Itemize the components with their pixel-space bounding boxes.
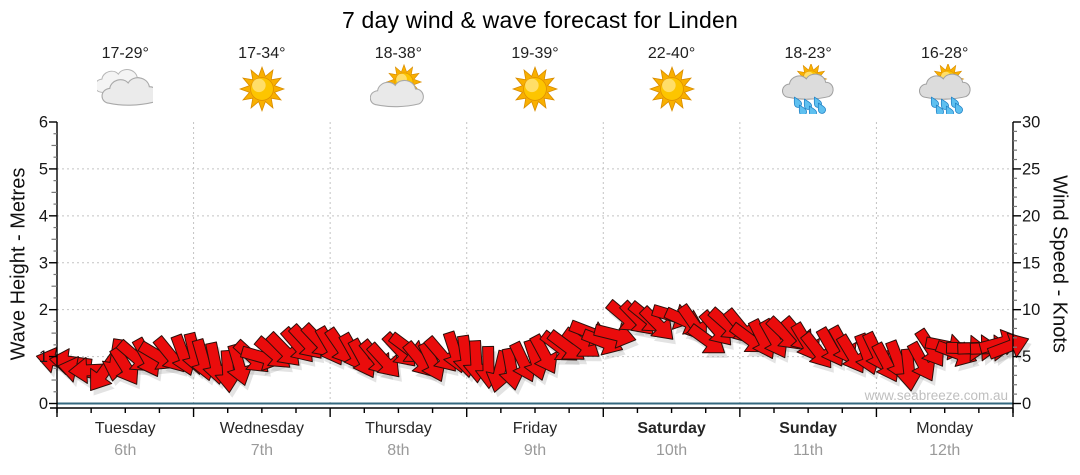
sunny-icon [511,65,559,113]
sunny-icon [238,65,285,113]
left-tick-label: 3 [39,254,48,272]
sun-shape [238,65,285,113]
date-label: 8th [387,442,409,459]
date-label: 12th [929,442,960,459]
cloud-shape [370,79,425,108]
day-temp-range: 22-40° [647,45,696,62]
sun-shape [648,65,695,113]
day-label: Monday [916,420,973,437]
wind-arrow [638,305,674,340]
watermark: www.seabreeze.com.au [864,388,1008,403]
wind-arrow [366,341,400,378]
day-temp-range: 18-23° [784,45,832,62]
raindrop-shape [818,102,827,114]
sun-cloud-rain-icon [782,64,834,114]
left-tick-label: 6 [39,114,48,132]
wind-arrow [529,333,558,374]
day-label: Wednesday [220,420,304,437]
day-label: Saturday [637,420,706,437]
day-label: Thursday [365,420,432,437]
left-tick-label: 1 [39,348,48,366]
cloudy-icon [97,69,154,106]
day-temp-range: 16-28° [921,45,969,62]
wind-arrow [906,340,936,382]
axis-labels: 0 1 2 3 4 5 6 0 5 10 15 20 25 30 Tuesday 6th Wednesday 7t… [39,114,1041,460]
date-label: 6th [114,442,136,459]
cloud-shape [782,73,834,100]
right-tick-label: 5 [1022,348,1031,366]
right-tick-label: 25 [1022,160,1040,178]
right-tick-label: 20 [1022,207,1040,225]
raindrop-shape [945,105,954,114]
date-label: 11th [793,442,823,459]
raindrop-shape [935,104,944,114]
date-label: 9th [524,442,546,459]
wind-arrow [800,330,832,369]
left-tick-label: 2 [39,301,48,319]
page-title: 7 day wind & wave forecast for Linden [341,7,739,33]
day-label: Tuesday [95,420,156,437]
raindrop-shape [799,104,808,114]
sun-cloud-rain-icon [918,64,971,114]
cloud-shape [918,73,971,100]
sun-cloud-icon [370,64,425,108]
day-temp-range: 17-34° [238,45,286,62]
right-tick-label: 10 [1022,301,1040,319]
wind-arrow-series [35,299,1030,394]
wind-arrow [226,343,253,386]
raindrop-shape [954,102,963,114]
axes [49,121,1021,417]
sunny-icon [648,65,695,113]
right-tick-label: 30 [1022,114,1040,132]
right-tick-label: 0 [1022,395,1031,413]
day-temp-range: 19-39° [511,45,559,62]
sun-shape [511,65,559,113]
day-temp-range: 18-38° [374,45,423,62]
raindrop-shape [809,105,818,114]
left-tick-label: 0 [39,395,48,413]
right-tick-label: 15 [1022,254,1040,272]
date-label: 7th [251,442,273,459]
day-temp-range: 17-29° [101,45,149,62]
day-label: Sunday [779,420,837,437]
wind-arrow [986,332,1030,360]
date-label: 10th [656,442,687,459]
cloud-shape [101,77,154,106]
left-tick-label: 5 [39,160,48,178]
day-label: Friday [513,420,557,437]
left-tick-label: 4 [39,207,48,225]
